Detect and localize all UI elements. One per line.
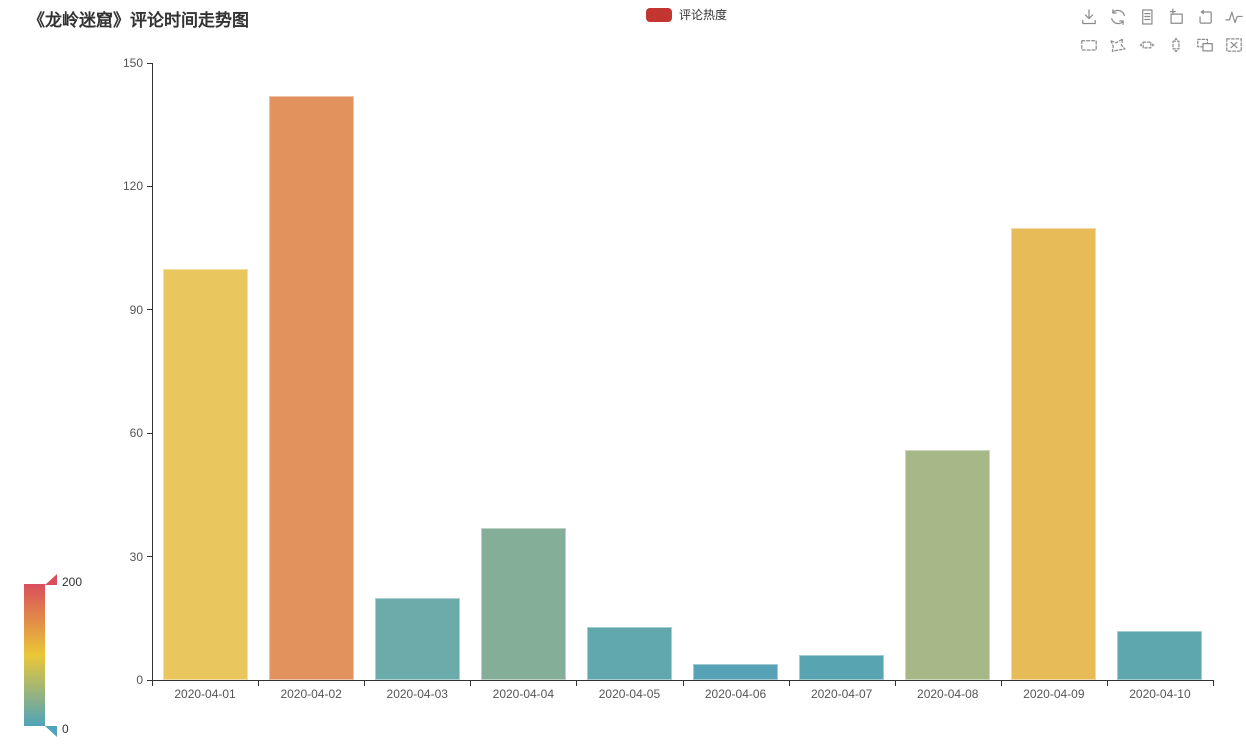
restore-icon[interactable] bbox=[1109, 8, 1127, 26]
x-axis-label: 2020-04-02 bbox=[280, 687, 342, 701]
y-axis-tick bbox=[147, 432, 152, 434]
x-axis-tick bbox=[1213, 681, 1214, 686]
visualmap-min-handle-icon[interactable] bbox=[45, 726, 57, 737]
y-axis-label: 90 bbox=[129, 302, 143, 317]
y-axis-label: 150 bbox=[122, 56, 143, 70]
brush-line-x-icon[interactable] bbox=[1138, 36, 1156, 54]
x-axis-label: 2020-04-01 bbox=[174, 687, 236, 701]
x-axis-label: 2020-04-08 bbox=[917, 687, 979, 701]
toolbox-row-1 bbox=[1080, 8, 1243, 26]
x-axis-label: 2020-04-03 bbox=[386, 687, 448, 701]
x-axis-label: 2020-04-06 bbox=[704, 687, 767, 701]
bar[interactable] bbox=[799, 655, 885, 680]
y-axis-label: 120 bbox=[122, 179, 143, 194]
y-axis-tick bbox=[147, 556, 152, 558]
y-axis-label: 0 bbox=[136, 673, 143, 687]
visualmap-max-label: 200 bbox=[62, 575, 83, 589]
y-axis-tick bbox=[147, 185, 152, 187]
bar[interactable] bbox=[905, 449, 991, 680]
x-axis-line bbox=[152, 680, 1214, 681]
bar[interactable] bbox=[1011, 227, 1097, 680]
save-image-icon[interactable] bbox=[1080, 8, 1098, 26]
x-axis-tick bbox=[1000, 681, 1002, 686]
chart-title: 《龙岭迷窟》评论时间走势图 bbox=[28, 11, 249, 30]
y-axis-tick bbox=[147, 62, 152, 64]
x-axis-tick bbox=[364, 681, 366, 686]
x-axis-tick bbox=[152, 681, 153, 686]
legend-label: 评论热度 bbox=[679, 8, 728, 22]
x-axis-tick bbox=[682, 681, 684, 686]
x-axis-label: 2020-04-04 bbox=[492, 687, 555, 701]
y-axis-tick bbox=[147, 309, 152, 311]
visualmap-gradient-bar bbox=[24, 584, 45, 726]
x-axis-label: 2020-04-05 bbox=[598, 687, 661, 701]
toolbox bbox=[1080, 8, 1243, 54]
bar[interactable] bbox=[480, 527, 566, 680]
bar[interactable] bbox=[162, 268, 248, 680]
x-axis-tick bbox=[894, 681, 896, 686]
brush-rect-icon[interactable] bbox=[1080, 36, 1098, 54]
y-axis-tick bbox=[147, 679, 152, 681]
bar[interactable] bbox=[586, 626, 672, 680]
x-axis-label: 2020-04-10 bbox=[1129, 687, 1191, 701]
visualmap: 200 0 bbox=[24, 574, 114, 744]
data-zoom-reset-icon[interactable] bbox=[1196, 8, 1214, 26]
x-axis-tick bbox=[788, 681, 790, 686]
bar[interactable] bbox=[268, 95, 354, 680]
legend-marker-icon bbox=[646, 8, 672, 22]
x-axis-tick bbox=[258, 681, 260, 686]
y-axis-label: 60 bbox=[129, 426, 143, 441]
brush-keep-icon[interactable] bbox=[1196, 36, 1214, 54]
visualmap-max-handle-icon[interactable] bbox=[45, 574, 57, 585]
brush-line-y-icon[interactable] bbox=[1167, 36, 1185, 54]
x-axis-label: 2020-04-07 bbox=[810, 687, 873, 701]
visualmap-min-label: 0 bbox=[62, 722, 69, 736]
bar[interactable] bbox=[374, 597, 460, 680]
magic-type-line-icon[interactable] bbox=[1225, 8, 1243, 26]
x-axis-label: 2020-04-09 bbox=[1023, 687, 1085, 701]
y-axis-label: 30 bbox=[129, 549, 143, 564]
brush-clear-icon[interactable] bbox=[1225, 36, 1243, 54]
bar[interactable] bbox=[1117, 630, 1203, 680]
data-zoom-icon[interactable] bbox=[1167, 8, 1185, 26]
y-axis-line bbox=[152, 63, 153, 680]
brush-polygon-icon[interactable] bbox=[1109, 36, 1127, 54]
x-axis-tick bbox=[1106, 681, 1108, 686]
data-view-icon[interactable] bbox=[1138, 8, 1156, 26]
toolbox-row-2 bbox=[1080, 36, 1243, 54]
bar[interactable] bbox=[693, 663, 779, 680]
x-axis-tick bbox=[470, 681, 472, 686]
legend-item[interactable]: 评论热度 bbox=[646, 8, 727, 22]
x-axis-tick bbox=[576, 681, 578, 686]
